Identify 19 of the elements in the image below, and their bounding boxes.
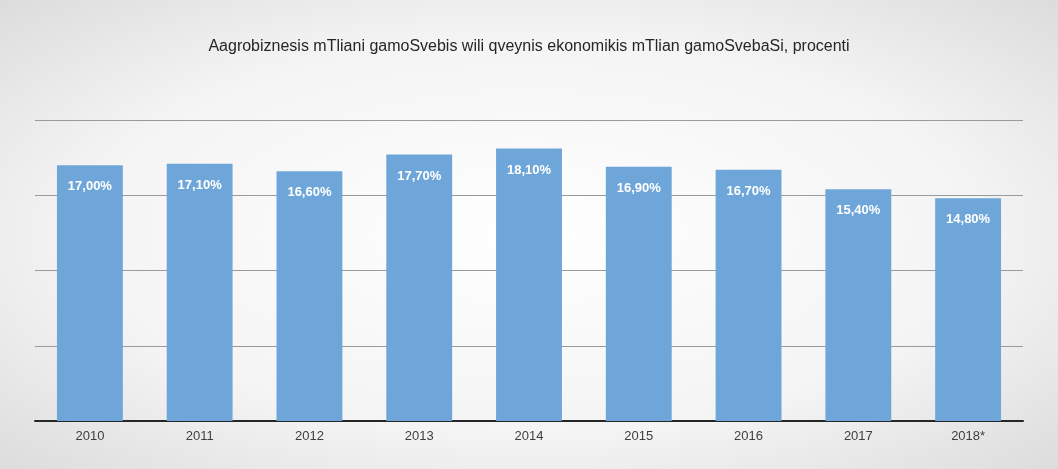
data-label: 17,00% [67, 178, 113, 194]
x-tick-label: 2014 [514, 428, 544, 443]
data-label: 14,80% [946, 211, 991, 227]
x-tick-label: 2017 [843, 428, 873, 443]
data-label: 15,40% [836, 202, 881, 218]
x-tick-label: 2015 [624, 428, 654, 443]
data-label: 17,10% [177, 176, 223, 192]
x-tick-label: 2012 [294, 428, 324, 443]
data-label: 18,10% [506, 161, 552, 177]
x-tick-label: 2018* [951, 428, 986, 443]
x-tick-label: 2013 [404, 428, 434, 443]
data-label: 16,70% [726, 182, 772, 198]
data-label: 16,90% [616, 179, 662, 195]
x-tick-label: 2011 [185, 428, 214, 443]
data-label: 16,60% [287, 184, 332, 200]
x-tick-label: 2010 [75, 428, 105, 443]
chart-title: Aagrobiznesis mTliani gamoSvebis wili qveynis ekonomikis mTlian gamoSvebaSi, procenti [208, 36, 850, 54]
data-label: 17,70% [397, 167, 442, 183]
x-tick-label: 2016 [734, 428, 764, 443]
